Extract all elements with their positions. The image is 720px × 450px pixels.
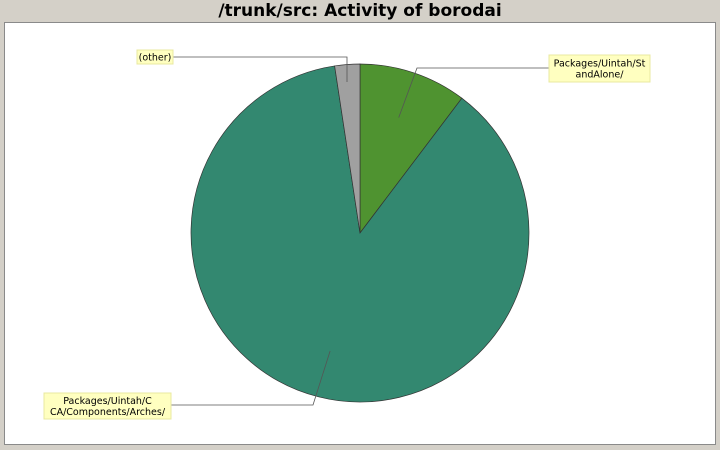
leader-line: [173, 56, 348, 82]
slice-label: (other): [139, 53, 172, 64]
pie-slice: [359, 63, 463, 235]
slice-label-box: [43, 392, 172, 420]
slice-label: andAlone/: [576, 70, 625, 81]
leader-line: [171, 350, 331, 406]
pie-slice: [190, 65, 530, 403]
slice-label: Packages/Uintah/C: [63, 396, 152, 407]
leader-line: [398, 67, 549, 118]
slice-label: Packages/Uintah/St: [554, 59, 646, 70]
slice-label-box: [548, 54, 651, 83]
slice-label: CA/Components/Arches/: [50, 407, 166, 418]
chart-title: /trunk/src: Activity of borodai: [218, 1, 502, 21]
slice-label-box: [136, 49, 174, 65]
